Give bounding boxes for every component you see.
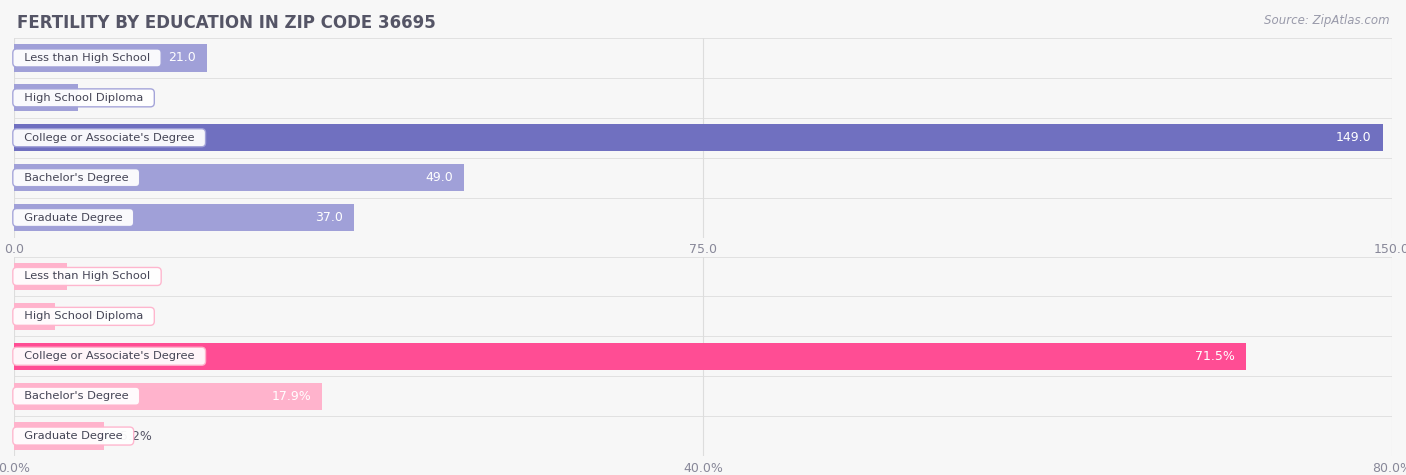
Text: Source: ZipAtlas.com: Source: ZipAtlas.com <box>1264 14 1389 27</box>
Text: Bachelor's Degree: Bachelor's Degree <box>17 391 136 401</box>
Bar <box>14 44 207 72</box>
Text: 7.0: 7.0 <box>94 91 115 104</box>
Text: 3.1%: 3.1% <box>84 270 115 283</box>
Text: 37.0: 37.0 <box>315 211 343 224</box>
Text: College or Associate's Degree: College or Associate's Degree <box>17 351 201 361</box>
Bar <box>14 204 354 231</box>
Bar <box>14 303 55 330</box>
Bar <box>14 382 322 410</box>
Text: Less than High School: Less than High School <box>17 53 157 63</box>
Text: Bachelor's Degree: Bachelor's Degree <box>17 172 136 183</box>
Bar <box>14 124 1382 152</box>
Bar <box>14 342 1246 370</box>
Bar <box>14 164 464 191</box>
Text: College or Associate's Degree: College or Associate's Degree <box>17 133 201 143</box>
Text: 5.2%: 5.2% <box>120 429 152 443</box>
Text: 149.0: 149.0 <box>1336 131 1372 144</box>
Text: Graduate Degree: Graduate Degree <box>17 431 129 441</box>
Text: High School Diploma: High School Diploma <box>17 93 150 103</box>
Text: 71.5%: 71.5% <box>1195 350 1234 363</box>
Text: FERTILITY BY EDUCATION IN ZIP CODE 36695: FERTILITY BY EDUCATION IN ZIP CODE 36695 <box>17 14 436 32</box>
Bar <box>14 84 79 112</box>
Text: Graduate Degree: Graduate Degree <box>17 212 129 223</box>
Text: 17.9%: 17.9% <box>271 390 311 403</box>
Text: High School Diploma: High School Diploma <box>17 311 150 322</box>
Text: 49.0: 49.0 <box>426 171 453 184</box>
Bar <box>14 263 67 290</box>
Text: 21.0: 21.0 <box>169 51 195 65</box>
Text: Less than High School: Less than High School <box>17 271 157 282</box>
Bar <box>14 422 104 450</box>
Text: 2.4%: 2.4% <box>72 310 104 323</box>
